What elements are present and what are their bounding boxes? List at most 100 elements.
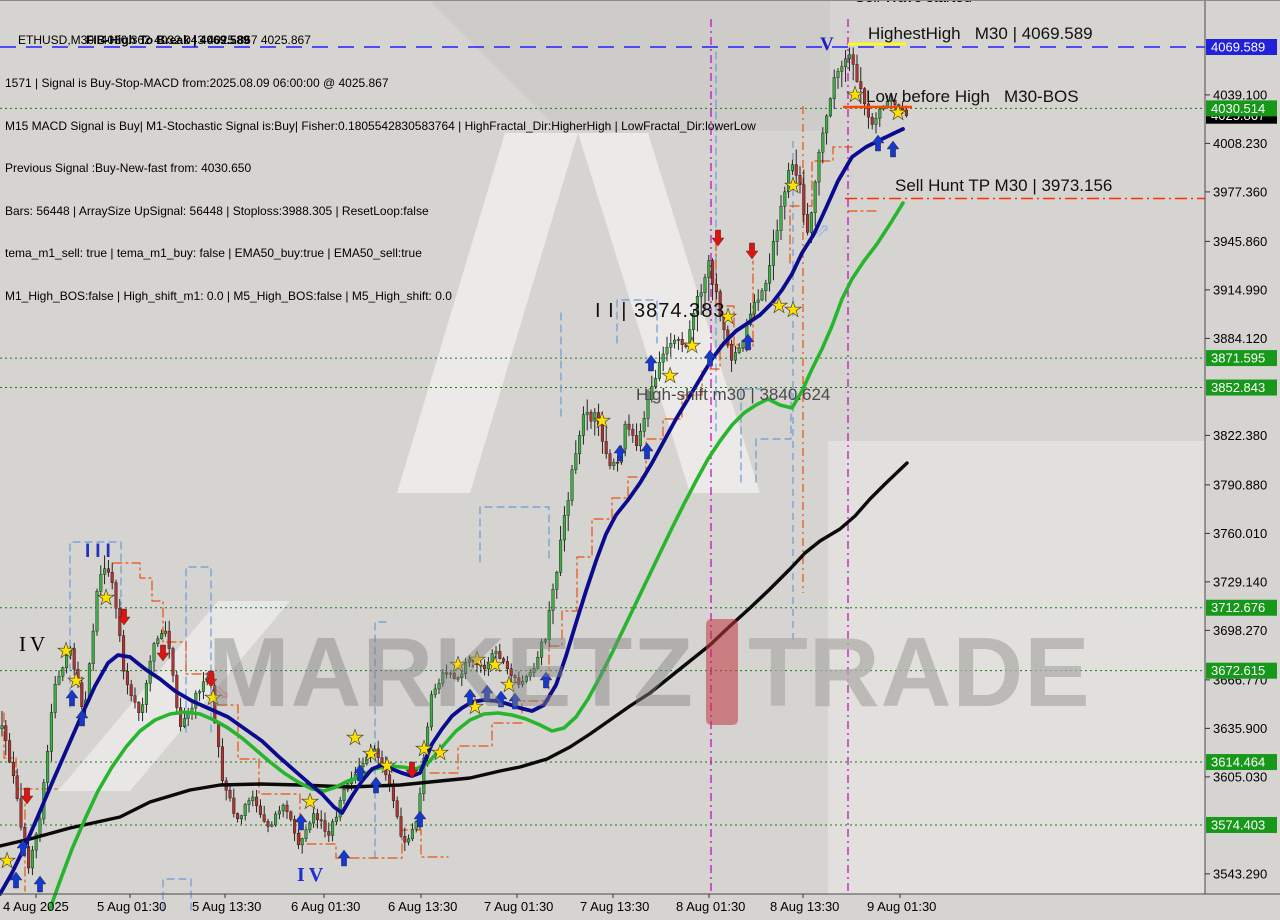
candle-body	[608, 453, 612, 466]
candle-body	[201, 681, 205, 692]
candle-body	[730, 343, 734, 361]
trailing-stop-orange	[429, 344, 741, 774]
sell-arrow	[117, 608, 131, 626]
candle-body	[361, 763, 365, 768]
price-badge-label: 4069.589	[1211, 40, 1265, 55]
candle-body	[106, 568, 110, 573]
candle-body	[441, 672, 445, 684]
candle-body	[163, 630, 167, 634]
sell-arrow	[711, 229, 725, 247]
candle-body	[179, 707, 183, 727]
price-tick-label: 3977.360	[1213, 184, 1267, 199]
candle-body	[53, 684, 57, 713]
candle-body	[327, 831, 331, 836]
candle-body	[399, 816, 403, 837]
candle-body	[600, 424, 604, 442]
time-tick-label: 4 Aug 2025	[3, 899, 69, 914]
price-tick-label: 3635.900	[1213, 721, 1267, 736]
candle-body	[274, 813, 278, 826]
candle-body	[129, 684, 133, 696]
hollow-arrow-marker: ⇗	[814, 221, 830, 242]
candle-body	[673, 339, 677, 344]
candle-body	[809, 212, 813, 233]
candle-body	[156, 638, 160, 645]
candle-body	[445, 672, 449, 675]
candle-body	[638, 431, 642, 446]
buy-arrow	[369, 776, 383, 794]
price-badge	[1206, 599, 1277, 616]
star-marker: ★	[97, 587, 116, 610]
star-marker: ★	[67, 670, 86, 693]
candle-body	[566, 500, 570, 516]
candle-body	[623, 423, 627, 450]
sell-hunt-tp-label: Sell Hunt TP M30 | 3973.156	[895, 176, 1113, 195]
candle-body	[118, 608, 122, 636]
candle-body	[874, 118, 878, 125]
candle-body	[376, 748, 380, 758]
candle-body	[851, 54, 855, 65]
candle-body	[331, 821, 335, 836]
candle-body	[711, 260, 715, 285]
candle-body	[779, 205, 783, 231]
clipped-top-note: Sell Wave started	[855, 1, 972, 6]
candle-body	[80, 682, 84, 707]
candle-body	[15, 775, 19, 799]
watermark-text-right: TRADE	[748, 617, 1091, 727]
buy-arrow	[703, 349, 717, 367]
candle-body	[889, 99, 893, 102]
buy-arrow	[33, 875, 47, 893]
sell-arrow	[20, 787, 34, 805]
candle-body	[524, 676, 528, 682]
bars-info-line: Bars: 56448 | ArraySize UpSignal: 56448 …	[5, 203, 429, 218]
price-tick-label: 4039.100	[1213, 87, 1267, 102]
wave4-bottom-numeral: IV	[297, 864, 328, 886]
candle-body	[555, 572, 559, 590]
star-marker: ★	[784, 299, 803, 322]
candle-body	[141, 704, 145, 713]
candle-body	[863, 88, 867, 105]
trailing-stop-orange	[3, 712, 59, 790]
candle-body	[817, 152, 821, 183]
candle-body	[65, 655, 69, 668]
candle-body	[498, 651, 502, 659]
sell-arrow	[156, 644, 170, 662]
signal-line: 1571 | Signal is Buy-Stop-MACD from:2025…	[5, 76, 389, 90]
sell-arrow	[405, 761, 419, 779]
candle-body	[502, 658, 506, 662]
star-marker: ★	[889, 102, 908, 125]
star-marker: ★	[661, 365, 680, 388]
candle-body	[8, 740, 12, 763]
candle-body	[110, 572, 114, 583]
candle-body	[646, 399, 650, 419]
star-marker: ★	[770, 295, 789, 318]
candle-body	[144, 683, 148, 705]
price-badge-label: 3852.843	[1211, 380, 1265, 395]
candle-body	[486, 662, 490, 670]
candle-body	[429, 694, 433, 728]
candle-body	[654, 378, 658, 387]
candle-body	[752, 302, 756, 315]
candle-body	[581, 414, 585, 436]
candle-body	[293, 819, 297, 834]
price-badge	[1206, 350, 1277, 367]
candle-body	[509, 668, 513, 676]
candle-body	[695, 295, 699, 314]
candle-body	[167, 630, 171, 649]
candle-body	[258, 805, 262, 815]
time-tick-label: 7 Aug 01:30	[484, 899, 553, 914]
candle-body	[650, 386, 654, 400]
candle-body	[247, 800, 251, 805]
candle-body	[342, 789, 346, 801]
candle-body	[661, 353, 665, 363]
candle-body	[125, 670, 129, 685]
candle-body	[114, 582, 118, 609]
trailing-stop-orange	[715, 240, 754, 349]
fib-high-label: FIB-High To Break | 4069.589	[86, 33, 250, 47]
candle-body	[220, 746, 224, 782]
candle-body	[312, 813, 316, 824]
candle-body	[0, 725, 4, 730]
candle-body	[300, 838, 304, 846]
candle-body	[684, 344, 688, 348]
star-marker: ★	[204, 687, 223, 710]
